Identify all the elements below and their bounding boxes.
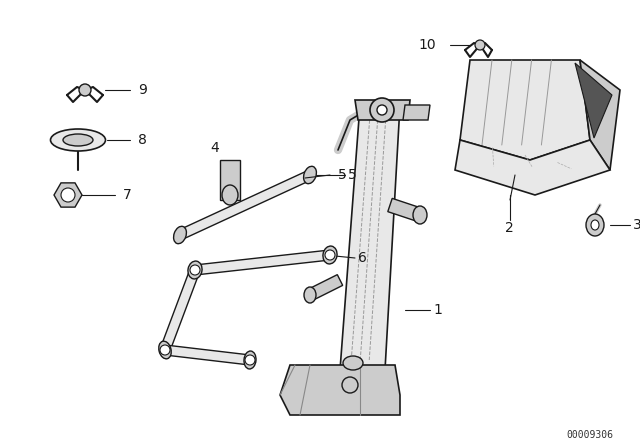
Polygon shape bbox=[195, 250, 330, 275]
Circle shape bbox=[160, 345, 170, 355]
Polygon shape bbox=[355, 100, 410, 120]
Ellipse shape bbox=[159, 341, 172, 359]
Polygon shape bbox=[340, 105, 400, 370]
Polygon shape bbox=[455, 140, 610, 195]
Text: 00009306: 00009306 bbox=[566, 430, 614, 440]
Circle shape bbox=[475, 40, 485, 50]
Polygon shape bbox=[460, 60, 590, 160]
Circle shape bbox=[342, 377, 358, 393]
Ellipse shape bbox=[591, 220, 599, 230]
Circle shape bbox=[370, 98, 394, 122]
Ellipse shape bbox=[222, 185, 238, 205]
Ellipse shape bbox=[343, 356, 363, 370]
Polygon shape bbox=[307, 275, 342, 300]
Polygon shape bbox=[388, 198, 422, 222]
Text: 9: 9 bbox=[138, 83, 147, 97]
Circle shape bbox=[190, 265, 200, 275]
Circle shape bbox=[61, 188, 75, 202]
Polygon shape bbox=[178, 170, 312, 240]
Text: 10: 10 bbox=[418, 38, 436, 52]
Polygon shape bbox=[280, 365, 400, 415]
Text: 3: 3 bbox=[633, 218, 640, 232]
Circle shape bbox=[377, 105, 387, 115]
Ellipse shape bbox=[173, 226, 186, 244]
Polygon shape bbox=[220, 160, 240, 200]
Ellipse shape bbox=[244, 351, 256, 369]
Ellipse shape bbox=[304, 287, 316, 303]
Polygon shape bbox=[575, 63, 612, 138]
Ellipse shape bbox=[413, 206, 427, 224]
Text: 6: 6 bbox=[358, 251, 367, 265]
Polygon shape bbox=[160, 268, 200, 352]
Text: 4: 4 bbox=[211, 141, 220, 155]
Circle shape bbox=[325, 250, 335, 260]
Ellipse shape bbox=[188, 261, 202, 279]
Ellipse shape bbox=[303, 166, 316, 184]
Ellipse shape bbox=[51, 129, 106, 151]
Polygon shape bbox=[54, 183, 82, 207]
Polygon shape bbox=[164, 345, 251, 365]
Ellipse shape bbox=[586, 214, 604, 236]
Circle shape bbox=[79, 84, 91, 96]
Ellipse shape bbox=[63, 134, 93, 146]
Ellipse shape bbox=[323, 246, 337, 264]
Text: 5: 5 bbox=[338, 168, 347, 182]
Polygon shape bbox=[403, 105, 430, 120]
Polygon shape bbox=[580, 60, 620, 170]
Circle shape bbox=[245, 355, 255, 365]
Text: 5: 5 bbox=[348, 168, 356, 182]
Text: 8: 8 bbox=[138, 133, 147, 147]
Text: 1: 1 bbox=[433, 303, 442, 317]
Text: 7: 7 bbox=[123, 188, 132, 202]
Text: 2: 2 bbox=[505, 221, 514, 235]
